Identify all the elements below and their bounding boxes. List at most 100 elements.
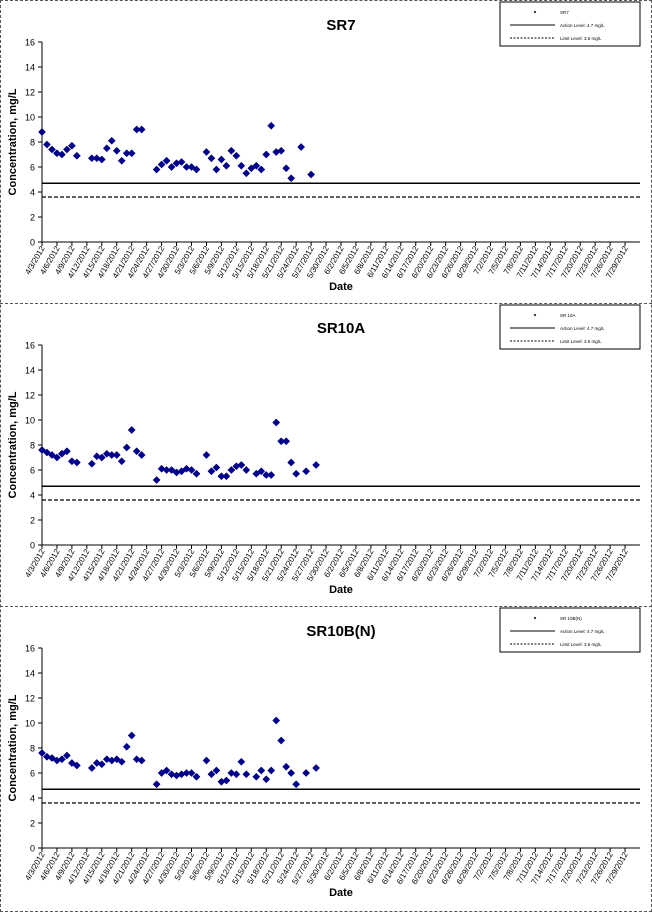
data-point [202, 148, 211, 156]
data-point [237, 757, 246, 766]
data-point [72, 151, 81, 160]
data-point [252, 772, 261, 781]
data-point [48, 145, 56, 154]
y-tick-label: 0 [30, 238, 35, 248]
y-tick-label: 10 [25, 719, 35, 729]
data-point [57, 755, 66, 764]
data-point [62, 751, 71, 760]
data-point [227, 466, 236, 474]
data-point [312, 461, 321, 469]
data-point [97, 155, 106, 164]
data-point [152, 780, 161, 789]
y-tick-label: 14 [25, 669, 35, 679]
data-point [267, 121, 276, 130]
legend-series-label: SR 10B(N) [560, 616, 582, 621]
data-point [157, 160, 166, 169]
data-point [112, 146, 121, 155]
data-point [162, 156, 171, 165]
legend-box [499, 1, 641, 47]
data-point [87, 459, 96, 468]
data-point [292, 780, 301, 789]
legend-series-marker [533, 10, 537, 14]
y-tick-label: 4 [30, 794, 35, 804]
data-point [302, 769, 311, 777]
data-point [122, 443, 131, 452]
data-point [187, 769, 196, 777]
data-point [267, 471, 276, 479]
data-point [192, 165, 201, 174]
data-point [67, 141, 76, 150]
data-point [127, 149, 136, 158]
data-point [152, 476, 161, 484]
data-point [107, 136, 116, 145]
data-point [187, 466, 196, 474]
data-point [282, 762, 291, 771]
data-point [262, 150, 271, 159]
y-tick-label: 6 [30, 769, 35, 779]
legend-series-label: SR 10A [560, 313, 576, 318]
data-point [257, 165, 266, 174]
data-point [212, 463, 221, 472]
y-tick-label: 8 [30, 744, 35, 754]
y-axis-label: Concentration, mg/L [7, 391, 19, 498]
data-point [287, 174, 296, 183]
data-point [292, 469, 301, 478]
data-point [277, 146, 286, 155]
panel-divider [0, 606, 652, 607]
legend-limit-label: Limit Level: 3.6 mg/L [560, 642, 602, 647]
x-axis-label: Date [329, 887, 353, 899]
y-tick-label: 14 [25, 366, 35, 376]
legend-action-label: Action Level: 4.7 mg/L [560, 326, 605, 331]
data-point [312, 764, 321, 772]
data-point [97, 453, 106, 462]
data-point [38, 128, 46, 136]
data-point [297, 143, 306, 151]
data-point [72, 458, 81, 467]
data-point [137, 756, 146, 765]
data-point [242, 466, 251, 474]
x-axis-label: Date [329, 281, 353, 293]
y-tick-label: 16 [25, 38, 35, 48]
data-point [92, 759, 101, 767]
y-tick-label: 12 [25, 391, 35, 401]
y-tick-label: 6 [30, 163, 35, 173]
data-point [282, 437, 291, 446]
data-point [177, 158, 186, 166]
data-point [202, 451, 211, 459]
y-tick-label: 2 [30, 213, 35, 223]
data-point [137, 125, 146, 134]
y-tick-label: 2 [30, 819, 35, 829]
y-tick-label: 16 [25, 341, 35, 351]
data-point [192, 469, 201, 478]
legend-series-marker [533, 616, 537, 620]
data-point [212, 165, 221, 174]
legend-action-label: Action Level: 4.7 mg/L [560, 23, 605, 28]
data-point [227, 146, 236, 155]
data-point [217, 155, 226, 164]
data-point [152, 165, 161, 174]
legend-series-marker [533, 313, 537, 317]
data-point [117, 457, 126, 466]
legend-box [499, 607, 641, 653]
y-tick-label: 16 [25, 644, 35, 654]
data-point [117, 757, 126, 766]
data-point [257, 766, 266, 775]
data-point [307, 170, 316, 179]
data-point [52, 453, 61, 462]
data-point [232, 151, 241, 160]
y-tick-label: 12 [25, 694, 35, 704]
data-point [43, 140, 51, 149]
data-point [267, 766, 276, 775]
data-point [122, 742, 131, 751]
data-point [167, 163, 176, 171]
data-point [162, 766, 171, 775]
y-tick-label: 4 [30, 491, 35, 501]
y-tick-label: 14 [25, 63, 35, 73]
data-point [207, 770, 216, 779]
legend-limit-label: Limit Level: 3.6 mg/L [560, 36, 602, 41]
data-point [272, 716, 281, 725]
data-point [252, 161, 261, 170]
data-point [62, 447, 71, 456]
y-tick-label: 4 [30, 188, 35, 198]
